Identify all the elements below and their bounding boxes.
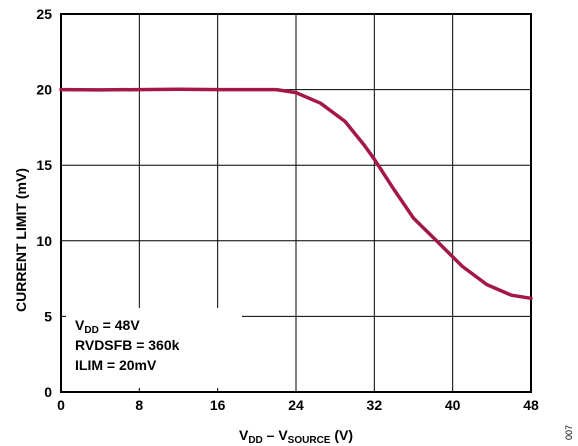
- series: [59, 87, 533, 301]
- tick-labels: 0 8 16 24 32 40 48 0 5 10 15 20 25: [36, 6, 539, 413]
- legend-box: VDD = 48V RVDSFB = 360k ILIM = 20mV: [66, 308, 242, 388]
- x-tick-label: 24: [288, 397, 304, 413]
- x-tick-label: 16: [210, 397, 226, 413]
- plot-frame: [60, 13, 532, 393]
- legend-line-vdd: VDD = 48V: [75, 317, 140, 336]
- figure-code: 007: [564, 425, 574, 440]
- legend-line-rvdsfb: RVDSFB = 360k: [75, 337, 180, 353]
- x-tick-label: 8: [135, 397, 143, 413]
- legend-line-ilim: ILIM = 20mV: [75, 357, 157, 373]
- y-tick-label: 0: [44, 384, 52, 400]
- y-tick-label: 20: [36, 82, 52, 98]
- x-tick-label: 0: [57, 397, 65, 413]
- x-tick-label: 48: [523, 397, 539, 413]
- x-axis-label: VDD – VSOURCE (V): [239, 427, 353, 446]
- y-tick-label: 10: [36, 233, 52, 249]
- y-axis-label: CURRENT LIMIT (mV): [13, 168, 29, 312]
- y-tick-label: 15: [36, 157, 52, 173]
- x-tick-label: 40: [445, 397, 461, 413]
- x-tick-label: 32: [367, 397, 383, 413]
- axes: [60, 13, 532, 393]
- y-tick-label: 5: [44, 308, 52, 324]
- current-limit-line: [59, 87, 533, 301]
- y-tick-label: 25: [36, 6, 52, 22]
